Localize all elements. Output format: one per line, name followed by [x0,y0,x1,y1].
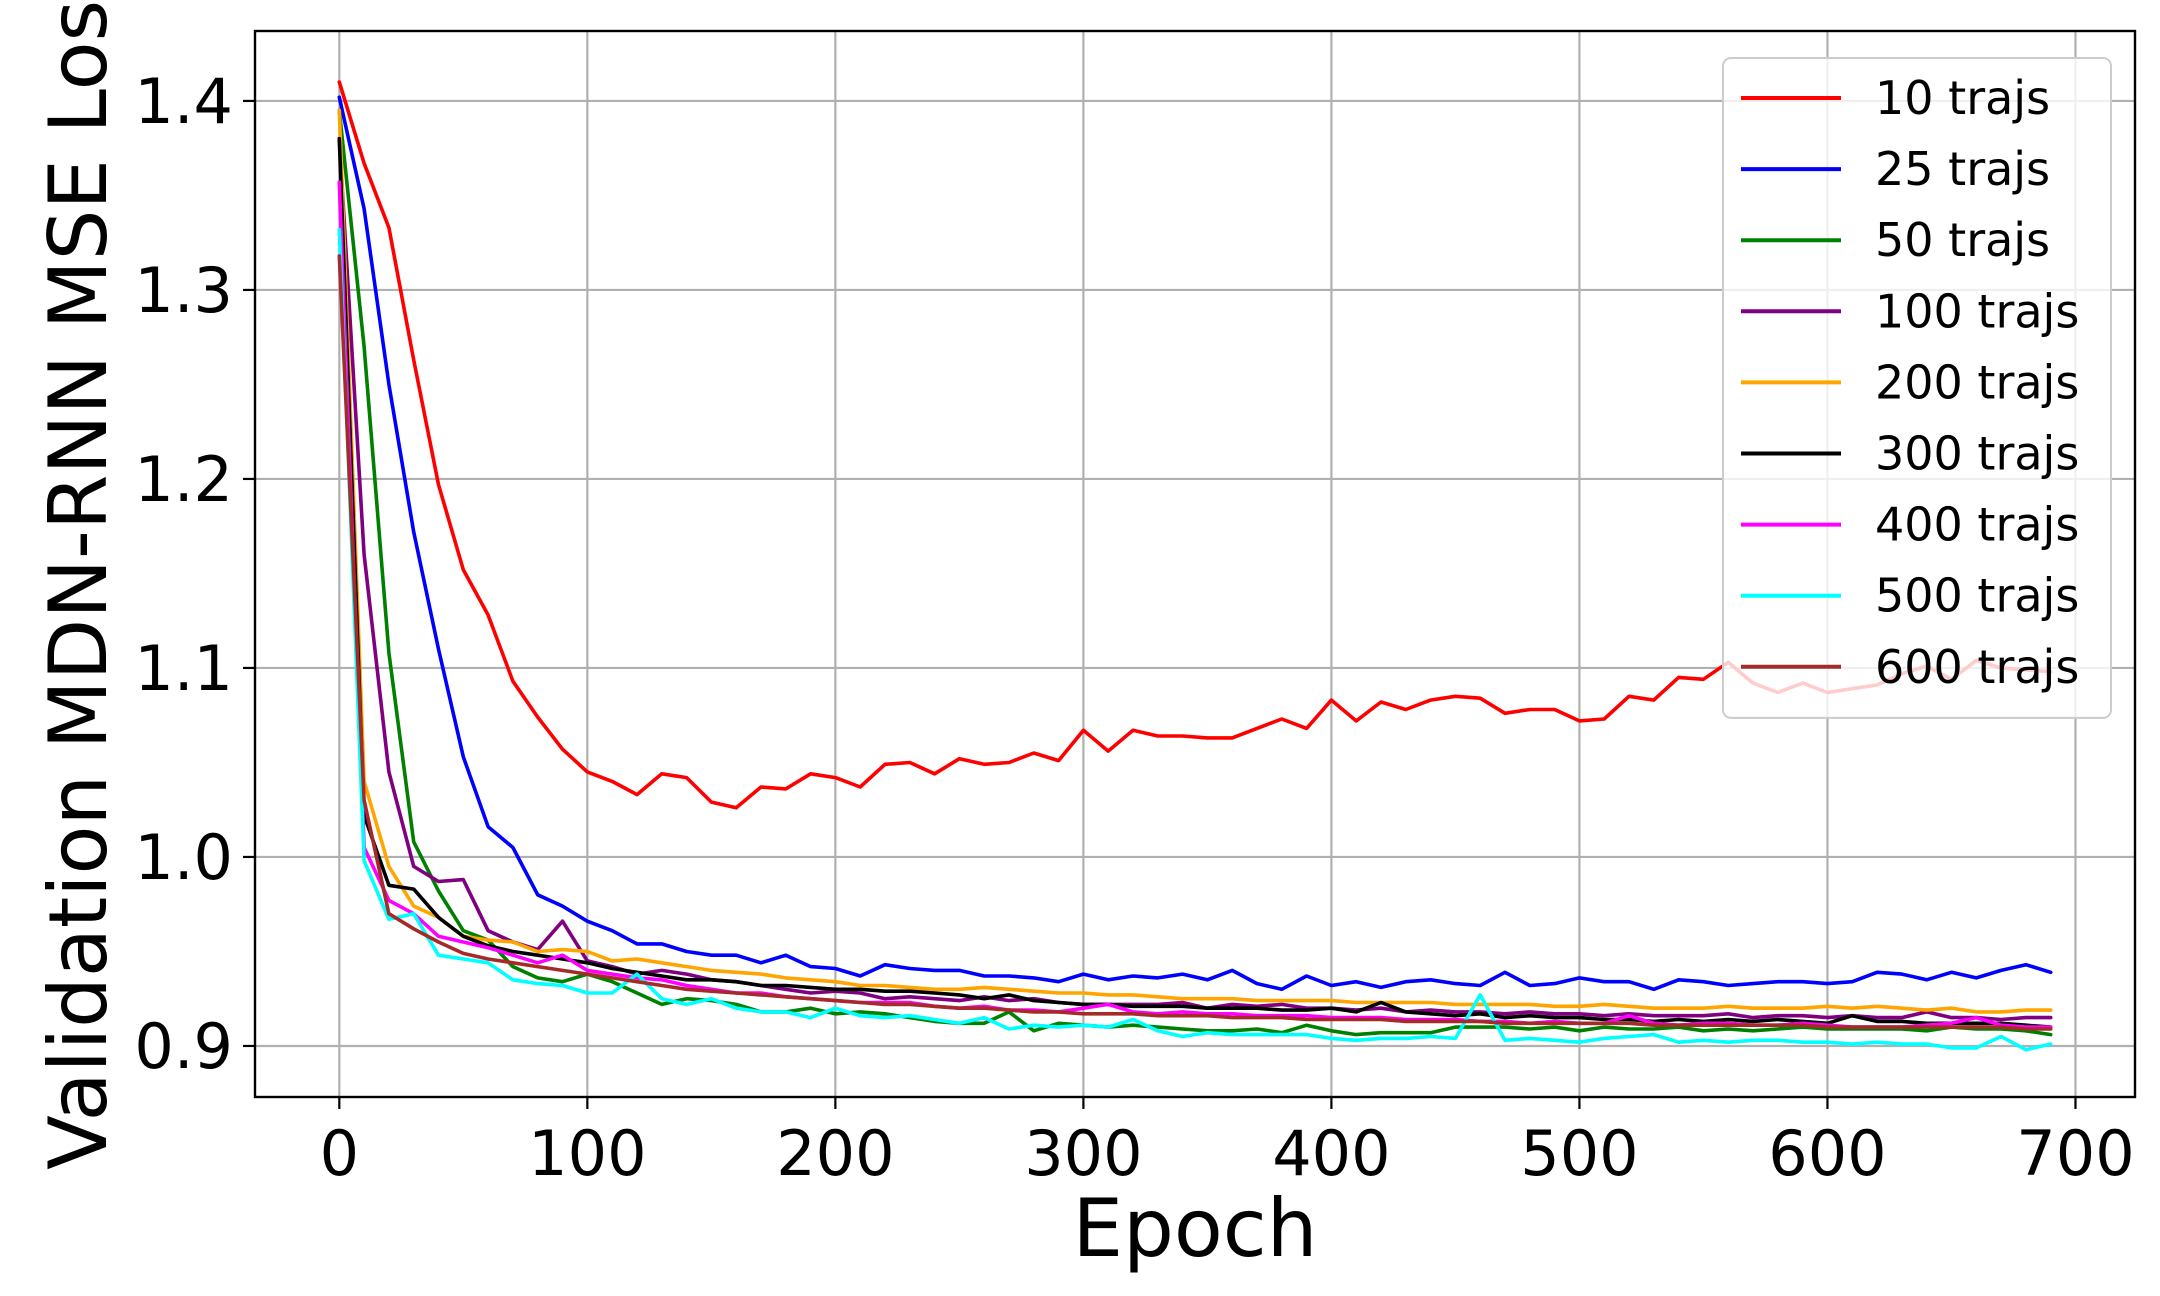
legend-label: 600 trajs [1875,640,2079,694]
x-axis-label: Epoch [1073,1182,1318,1275]
x-tick-label: 700 [2016,1117,2134,1190]
legend-label: 25 trajs [1875,142,2050,196]
x-tick-label: 0 [320,1117,359,1190]
series-line-500-trajs [337,227,2053,1052]
y-tick-label: 1.2 [134,443,233,516]
series-line-200-trajs [337,108,2053,1014]
y-tick-label: 1.4 [134,65,233,138]
x-tick-label: 300 [1024,1117,1142,1190]
legend-label: 400 trajs [1875,498,2079,552]
x-axis: 0 100 200 300 400 500 600 700 [320,1097,2135,1190]
legend-label: 300 trajs [1875,427,2079,481]
x-tick-label: 400 [1272,1117,1390,1190]
x-tick-label: 600 [1768,1117,1886,1190]
series-line-25-trajs [337,95,2053,992]
legend: 10 trajs 25 trajs 50 trajs 100 trajs 200 tra… [1722,57,2112,719]
y-axis: 0.9 1.0 1.1 1.2 1.3 1.4 [134,65,255,1083]
plot-area-frame [253,29,2137,1099]
y-tick-label: 1.0 [134,821,233,894]
legend-label: 100 trajs [1875,284,2079,338]
x-tick-label: 500 [1520,1117,1638,1190]
x-tick-label: 100 [528,1117,646,1190]
y-tick-label: 0.9 [134,1010,233,1083]
y-tick-label: 1.3 [134,254,233,327]
y-tick-label: 1.1 [134,632,233,705]
legend-label: 10 trajs [1875,71,2050,125]
legend-label: 50 trajs [1875,213,2050,267]
series-line-50-trajs [337,108,2053,1037]
series-line-600-trajs [337,254,2053,1031]
legend-box [1722,57,2112,719]
y-axis-label: Validation MDN-RNN MSE Loss [32,0,125,1170]
legend-label: 500 trajs [1875,569,2079,623]
legend-label: 200 trajs [1875,355,2079,409]
series-layer [337,80,2053,1052]
series-line-300-trajs [337,136,2053,1029]
x-tick-label: 200 [776,1117,894,1190]
